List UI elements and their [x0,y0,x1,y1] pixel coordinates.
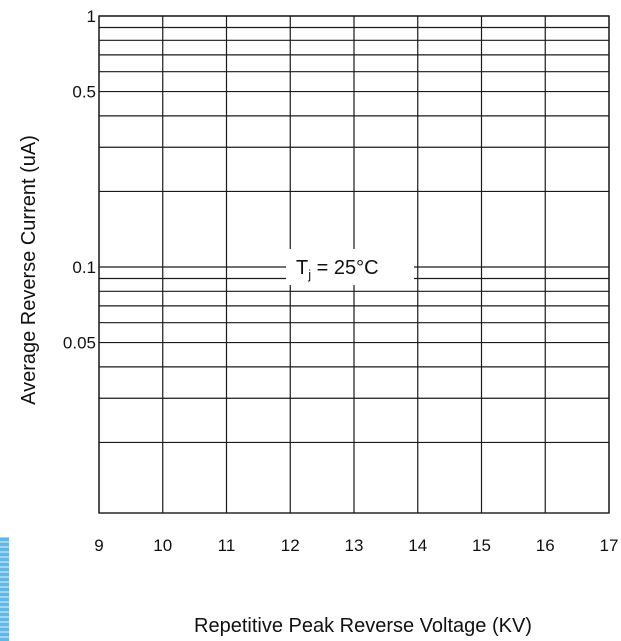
y-tick-label: 0.05 [63,334,96,353]
x-tick-label: 16 [536,536,555,555]
x-tick-label: 13 [345,536,364,555]
x-tick-label: 14 [408,536,427,555]
annotation-subscript: j [307,267,311,282]
x-tick-label: 9 [94,536,103,555]
y-tick-label: 0.5 [72,83,96,102]
x-tick-label: 17 [600,536,619,555]
y-tick-label: 0.1 [72,258,96,277]
y-tick-label: 1 [87,7,96,26]
x-tick-label: 11 [218,536,236,555]
annotation-rest: = 25°C [311,257,378,279]
annotation-main: T [296,257,308,279]
x-tick-label: 10 [153,536,172,555]
y-axis-title: Average Reverse Current (uA) [18,135,40,405]
side-ribbon-decoration [0,537,9,641]
x-tick-label: 12 [281,536,300,555]
temperature-annotation: Tj = 25°C [296,257,379,282]
x-axis-title: Repetitive Peak Reverse Voltage (KV) [194,615,532,637]
x-tick-label: 15 [472,536,491,555]
annotation: Tj = 25°C [286,249,414,285]
tick-labels: 1 0.5 0.1 0.05 9 10 11 12 13 14 15 16 17 [63,7,619,555]
annotation-background [286,249,414,285]
